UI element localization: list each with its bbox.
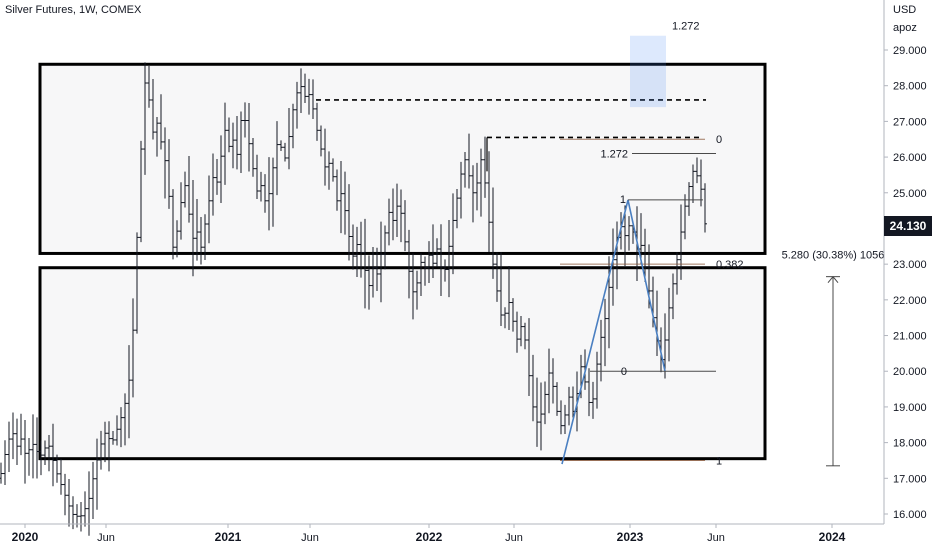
target-box-label: 1.272 bbox=[672, 21, 700, 33]
extension-label-1: 1 bbox=[620, 194, 626, 206]
fib-level-label: 1 bbox=[716, 455, 722, 467]
time-tick-label: Jun bbox=[301, 532, 319, 544]
measure-arrowhead bbox=[827, 275, 839, 283]
price-tick-label: 26.000 bbox=[893, 152, 927, 164]
price-tick-label: 28.000 bbox=[893, 81, 927, 93]
time-tick-label: 2022 bbox=[416, 530, 443, 544]
price-tick-label: 27.000 bbox=[893, 116, 927, 128]
price-tick-label: 20.000 bbox=[893, 366, 927, 378]
price-tick-label: 16.000 bbox=[893, 509, 927, 521]
target-box bbox=[630, 35, 666, 108]
price-tick-label: 23.000 bbox=[893, 259, 927, 271]
level-lines bbox=[316, 99, 706, 172]
time-tick-label: Jun bbox=[707, 532, 725, 544]
extension-label-1272: 1.272 bbox=[600, 149, 628, 161]
price-tick-label: 25.000 bbox=[893, 188, 927, 200]
time-tick-label: Jun bbox=[505, 532, 523, 544]
current-price-tag: 24.130 bbox=[884, 216, 932, 236]
fib-level-label: 0 bbox=[716, 134, 722, 146]
price-tick-label: 22.000 bbox=[893, 295, 927, 307]
time-tick-label: 2024 bbox=[819, 530, 846, 544]
range-boxes bbox=[38, 62, 767, 461]
price-tick-label: 17.000 bbox=[893, 473, 927, 485]
time-tick-label: 2021 bbox=[215, 530, 242, 544]
price-tick-label: 21.000 bbox=[893, 331, 927, 343]
extension-label-0: 0 bbox=[621, 366, 627, 378]
price-tick-label: 19.000 bbox=[893, 402, 927, 414]
lower-range-box bbox=[38, 266, 767, 461]
currency-label[interactable]: USD bbox=[893, 4, 917, 16]
price-tick-label: 29.000 bbox=[893, 45, 927, 57]
measure-label: 5.280 (30.38%) 1056 bbox=[782, 250, 885, 262]
fib-level-label: 0.382 bbox=[716, 259, 744, 271]
chart-title: Silver Futures, 1W, COMEX bbox=[5, 4, 142, 16]
price-tick-label: 18.000 bbox=[893, 438, 927, 450]
scale-mode-label[interactable]: apoz bbox=[893, 22, 917, 34]
time-tick-label: 2020 bbox=[12, 530, 39, 544]
time-tick-label: Jun bbox=[97, 532, 115, 544]
price-bars bbox=[0, 62, 707, 536]
fib-drawings: 0 0.382 1 1.272 1 0 1.272 5.280 (30.38%) 1056 bbox=[560, 21, 885, 467]
time-tick-label: 2023 bbox=[617, 530, 644, 544]
